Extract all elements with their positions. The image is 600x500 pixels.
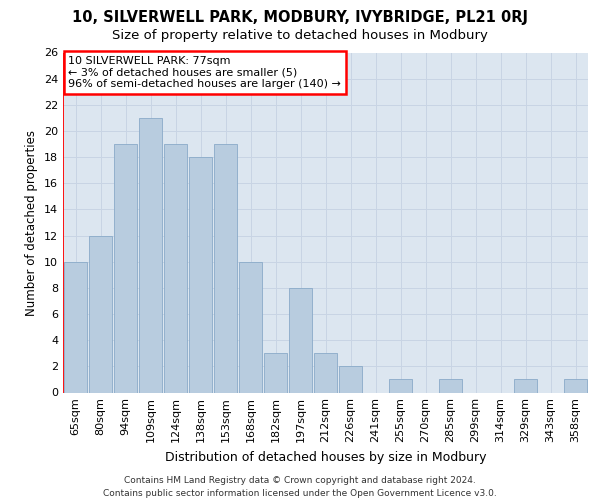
Bar <box>214 144 237 392</box>
Bar <box>64 262 87 392</box>
Bar <box>339 366 362 392</box>
Bar <box>139 118 162 392</box>
Bar <box>164 144 187 392</box>
Text: Size of property relative to detached houses in Modbury: Size of property relative to detached ho… <box>112 28 488 42</box>
Bar <box>289 288 312 393</box>
Y-axis label: Number of detached properties: Number of detached properties <box>25 130 38 316</box>
Bar <box>389 380 412 392</box>
Bar <box>514 380 537 392</box>
Bar <box>564 380 587 392</box>
Bar <box>439 380 462 392</box>
Bar <box>89 236 112 392</box>
Text: 10, SILVERWELL PARK, MODBURY, IVYBRIDGE, PL21 0RJ: 10, SILVERWELL PARK, MODBURY, IVYBRIDGE,… <box>72 10 528 25</box>
Bar <box>239 262 262 392</box>
Text: 10 SILVERWELL PARK: 77sqm
← 3% of detached houses are smaller (5)
96% of semi-de: 10 SILVERWELL PARK: 77sqm ← 3% of detach… <box>68 56 341 89</box>
Bar <box>264 354 287 393</box>
Bar <box>314 354 337 393</box>
Bar <box>189 157 212 392</box>
Text: Contains HM Land Registry data © Crown copyright and database right 2024.
Contai: Contains HM Land Registry data © Crown c… <box>103 476 497 498</box>
X-axis label: Distribution of detached houses by size in Modbury: Distribution of detached houses by size … <box>165 451 486 464</box>
Bar <box>114 144 137 392</box>
